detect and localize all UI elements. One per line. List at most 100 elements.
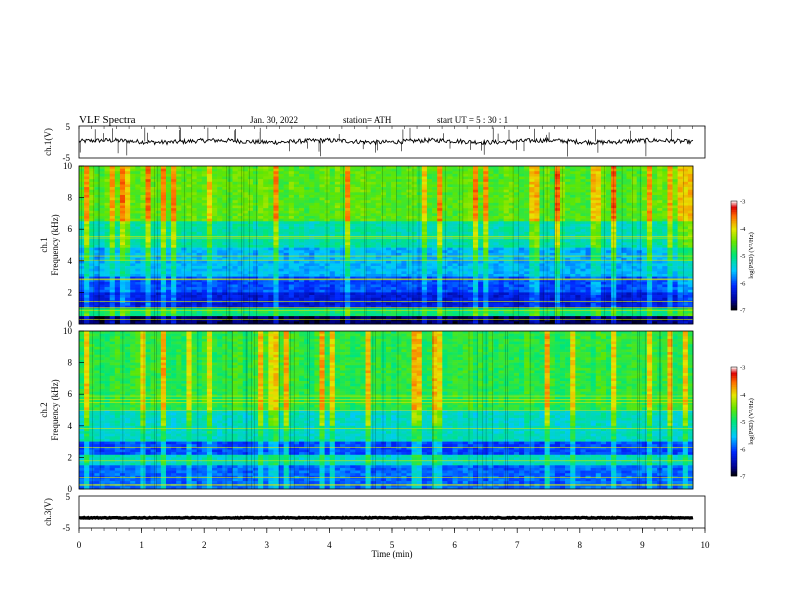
ch1-spectrogram-cell bbox=[104, 229, 110, 233]
ch1-spectrogram-cell bbox=[222, 263, 228, 267]
ch1-spectrogram-cell bbox=[616, 271, 622, 275]
ch1-spectrogram-cell bbox=[196, 258, 203, 262]
ch1-spectrogram-cell bbox=[242, 218, 249, 222]
ch1-spectrogram-cell bbox=[626, 218, 632, 222]
ch1-spectrogram-cell bbox=[252, 184, 259, 188]
ch1-spectrogram-cell bbox=[611, 226, 617, 230]
ch1-spectrogram-cell bbox=[365, 268, 371, 272]
ch1-spectrogram-cell bbox=[181, 231, 187, 235]
ch1-spectrogram-cell bbox=[616, 252, 622, 256]
ch1-spectrogram-cell bbox=[452, 166, 458, 169]
ch1-spectrogram-cell bbox=[350, 216, 356, 219]
ch1-spectrogram-cell bbox=[606, 184, 612, 188]
ch1-spectrogram-cell bbox=[513, 173, 520, 177]
ch1-spectrogram-cell bbox=[513, 171, 520, 175]
ch1-spectrogram-cell bbox=[84, 210, 90, 214]
ch1-spectrogram-cell bbox=[186, 268, 192, 272]
ch1-spectrogram-cell bbox=[687, 234, 694, 238]
ch1-spectrogram-cell bbox=[590, 221, 597, 225]
ch1-spectrogram-cell bbox=[222, 171, 228, 175]
ch1-spectrogram-cell bbox=[339, 226, 346, 230]
ch1-spectrogram-cell bbox=[181, 187, 187, 190]
ch1-spectrogram-cell bbox=[406, 208, 412, 212]
ch1-spectrogram-cell bbox=[636, 176, 643, 180]
ch1-spectrogram-cell bbox=[345, 223, 351, 227]
ch1-spectrogram-cell bbox=[447, 173, 453, 177]
ch1-spectrogram-cell bbox=[472, 210, 479, 214]
ch1-spectrogram-cell bbox=[452, 252, 458, 256]
ch1-spectrogram-cell bbox=[165, 173, 172, 177]
ch1-spectrogram-cell bbox=[125, 194, 131, 198]
ch1-spectrogram-cell bbox=[646, 171, 653, 175]
ch1-spectrogram-cell bbox=[201, 260, 208, 264]
ch1-spectrogram-cell bbox=[299, 231, 305, 235]
ch1-spectrogram-cell bbox=[160, 229, 167, 233]
ch1-spectrogram-cell bbox=[580, 176, 586, 180]
ch1-spectrogram-cell bbox=[687, 247, 694, 251]
ch1-spectrogram-cell bbox=[114, 205, 121, 209]
ch1-spectrogram-cell bbox=[483, 252, 489, 256]
ch1-spectrogram-cell bbox=[160, 266, 167, 269]
ch1-spectrogram-cell bbox=[375, 166, 382, 169]
ch1-spectrogram-cell bbox=[114, 166, 121, 169]
ch1-spectrogram-cell bbox=[421, 245, 428, 248]
ch1-spectrogram-cell bbox=[319, 255, 325, 259]
ch1-spectrogram-cell bbox=[677, 255, 684, 259]
ch1-spectrogram-cell bbox=[247, 255, 254, 259]
ch1-spectrogram-cell bbox=[652, 250, 658, 254]
ch1-spectrogram-cell bbox=[329, 263, 336, 267]
ch1-spectrogram-cell bbox=[539, 221, 545, 225]
ch1-spectrogram-cell bbox=[682, 173, 689, 177]
ch1-spectrogram-cell bbox=[621, 197, 627, 201]
ch1-spectrogram-cell bbox=[467, 194, 474, 198]
ch1-spectrogram-cell bbox=[585, 171, 591, 175]
ch1-spectrogram-cell bbox=[135, 213, 141, 217]
ch1-spectrogram-cell bbox=[575, 271, 581, 275]
ch1-spectrogram-cell bbox=[196, 213, 203, 217]
ch1-spectrogram-cell bbox=[252, 234, 259, 238]
ch1-spectrogram-cell bbox=[130, 173, 136, 177]
ch1-spectrogram-cell bbox=[89, 237, 95, 241]
ch1-spectrogram-cell bbox=[130, 226, 136, 230]
ch1-spectrogram-cell bbox=[432, 237, 438, 241]
ch1-spectrogram-cell bbox=[544, 247, 551, 251]
ch1-spectrogram-cell bbox=[662, 226, 668, 230]
ch1-spectrogram-cell bbox=[237, 210, 244, 214]
ch1-spectrogram-cell bbox=[94, 223, 100, 227]
ch1-spectrogram-cell bbox=[191, 242, 197, 246]
ch1-spectrogram-cell bbox=[150, 242, 157, 246]
ch1-spectrogram-cell bbox=[252, 187, 259, 190]
ch1-spectrogram-cell bbox=[247, 200, 254, 204]
ch1-spectrogram-cell bbox=[355, 189, 361, 193]
ch1-spectrogram-cell bbox=[365, 216, 371, 219]
ch1-spectrogram-cell bbox=[652, 187, 658, 190]
ch1-spectrogram-cell bbox=[181, 194, 187, 198]
ch1-spectrogram-cell bbox=[447, 247, 453, 251]
ch1-spectrogram-cell bbox=[437, 189, 443, 193]
ch1-spectrogram-cell bbox=[160, 194, 167, 198]
ch1-spectrogram-cell bbox=[636, 247, 643, 251]
ch1-spectrogram-cell bbox=[652, 213, 658, 217]
ch1-spectrogram-cell bbox=[355, 194, 361, 198]
ch1-spectrogram-cell bbox=[227, 252, 233, 256]
ch1-spectrogram-cell bbox=[125, 266, 131, 269]
ch1-spectrogram-cell bbox=[258, 216, 264, 219]
ch1-spectrogram-cell bbox=[217, 210, 223, 214]
ch1-spectrogram-cell bbox=[585, 226, 591, 230]
ch1-spectrogram-cell bbox=[79, 247, 85, 251]
ch1-spectrogram-cell bbox=[365, 226, 371, 230]
ch1-spectrogram-cell bbox=[478, 255, 484, 259]
ch1-spectrogram-cell bbox=[590, 168, 597, 172]
ch1-spectrogram-cell bbox=[94, 258, 100, 262]
ch1-spectrogram-cell bbox=[171, 173, 177, 177]
ch1-spectrogram-cell bbox=[544, 189, 551, 193]
ch1-spectrogram-cell bbox=[242, 208, 249, 212]
ch1-spectrogram-cell bbox=[155, 208, 162, 212]
ch1-spectrogram-cell bbox=[165, 252, 172, 256]
ch1-spectrogram-cell bbox=[636, 218, 643, 222]
ch1-spectrogram-cell bbox=[575, 250, 581, 254]
ch1-spectrogram-cell bbox=[181, 184, 187, 188]
ch1-spectrogram-cell bbox=[600, 258, 607, 262]
ch1-spectrogram-cell bbox=[329, 166, 336, 169]
ch1-spectrogram-cell bbox=[498, 218, 504, 222]
